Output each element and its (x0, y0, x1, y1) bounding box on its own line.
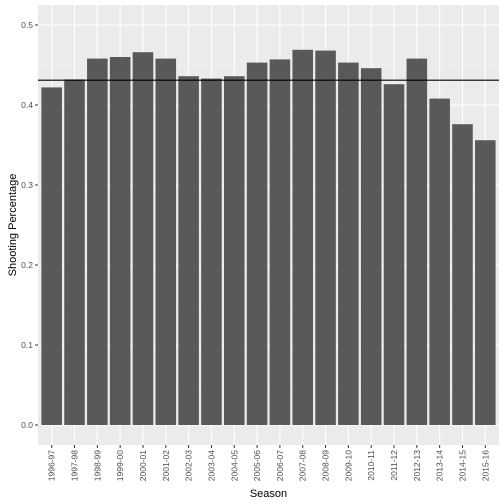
x-tick-label: 2005-06 (252, 450, 262, 481)
bar-2009-10 (338, 62, 359, 425)
y-tick-label: 0.5 (21, 20, 33, 30)
x-tick-label: 2007-08 (298, 450, 308, 481)
x-tick-label: 2015-16 (480, 450, 490, 481)
bar-1998-99 (87, 58, 108, 425)
x-tick-label: 2006-07 (275, 450, 285, 481)
x-tick-label: 2000-01 (138, 450, 148, 481)
bar-2006-07 (269, 59, 291, 426)
x-tick-label: 2014-15 (457, 450, 467, 481)
bar-2002-03 (178, 76, 199, 425)
x-axis-title: Season (250, 488, 287, 500)
bar-2011-12 (383, 84, 405, 425)
x-axis-ticks: 1996-97 1997-98 1998-99 1999-00 2000-01 2001-… (47, 445, 490, 481)
y-tick-label: 0.3 (21, 180, 33, 190)
bar-2003-04 (201, 78, 222, 425)
y-tick-label: 0.0 (21, 420, 33, 430)
bar-2007-08 (292, 49, 314, 426)
x-tick-label: 2013-14 (435, 450, 445, 481)
x-tick-label: 1999-00 (115, 450, 125, 481)
y-tick-label: 0.2 (21, 260, 33, 270)
bar-2013-14 (429, 98, 450, 425)
x-tick-label: 2004-05 (229, 450, 239, 481)
bar-2001-02 (155, 58, 177, 425)
x-tick-label: 2010-11 (366, 450, 376, 481)
x-tick-label: 2012-13 (412, 450, 422, 481)
bars (41, 49, 496, 426)
x-tick-label: 2001-02 (161, 450, 171, 481)
x-tick-label: 1998-99 (92, 450, 102, 481)
bar-2010-11 (360, 68, 382, 425)
x-tick-label: 2008-09 (321, 450, 331, 481)
bar-2008-09 (315, 50, 336, 425)
bar-1999-00 (109, 57, 131, 425)
bar-2014-15 (452, 124, 473, 425)
bar-1997-98 (64, 79, 85, 426)
y-axis-title: Shooting Percentage (7, 174, 19, 277)
x-tick-label: 1997-98 (70, 450, 80, 481)
bar-2005-06 (246, 62, 268, 425)
y-tick-label: 0.4 (21, 100, 33, 110)
x-tick-label: 2009-10 (343, 450, 353, 481)
x-tick-label: 2003-04 (206, 450, 216, 481)
y-axis-ticks: 0.0 0.1 0.2 0.3 0.4 0.5 (21, 20, 38, 430)
x-tick-label: 2002-03 (184, 450, 194, 481)
bar-2000-01 (132, 52, 154, 425)
x-tick-label: 2011-12 (389, 450, 399, 481)
bar-1996-97 (41, 87, 62, 426)
bar-2012-13 (406, 58, 428, 425)
y-tick-label: 0.1 (21, 340, 33, 350)
bar-2004-05 (223, 76, 245, 425)
bar-2015-16 (475, 140, 496, 425)
x-tick-label: 1996-97 (47, 450, 57, 481)
